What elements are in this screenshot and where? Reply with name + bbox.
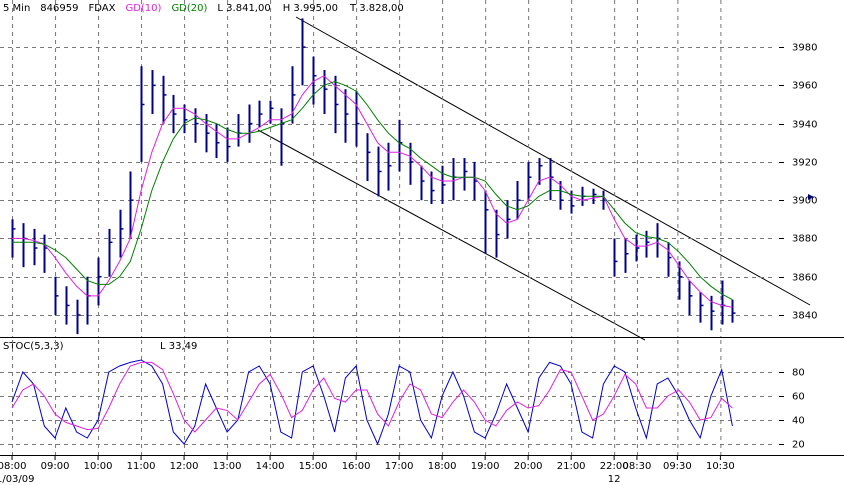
- x-tick-label: 09:30: [663, 461, 692, 472]
- date-label: 12: [608, 474, 621, 485]
- ohlc-bar: [463, 158, 468, 191]
- x-tick-label: 22:00: [600, 461, 629, 472]
- ohlc-bar: [559, 181, 564, 210]
- ohlc-bar: [688, 280, 693, 315]
- ohlc-bar: [291, 66, 296, 124]
- y-tick-label: 80: [792, 368, 805, 379]
- x-tick-label: 15:00: [299, 461, 328, 472]
- ohlc-bar: [312, 56, 317, 105]
- ohlc-bar: [54, 276, 59, 315]
- legend-entry: GD(10): [125, 3, 161, 14]
- moving-average-line: [12, 80, 733, 301]
- last-price-marker: [808, 194, 814, 200]
- y-tick-label: 3920: [792, 158, 817, 169]
- ohlc-bar: [183, 104, 188, 134]
- stochastic-line: [11, 361, 733, 433]
- x-tick-label: 08:00: [0, 461, 26, 472]
- ohlc-bar: [527, 161, 532, 201]
- x-tick-label: 11:00: [127, 461, 156, 472]
- ohlc-bar: [699, 292, 704, 323]
- ohlc-bar: [667, 242, 672, 277]
- ohlc-bar: [355, 91, 360, 147]
- y-tick-label: 40: [792, 416, 805, 427]
- trend-channel-upper: [295, 16, 811, 306]
- instrument-info: 846959: [40, 3, 78, 14]
- y-tick-label: 3960: [792, 81, 817, 92]
- x-tick-label: 17:00: [385, 461, 414, 472]
- instrument-info: FDAX: [88, 3, 115, 14]
- instrument-info: 5 Min: [3, 3, 30, 14]
- x-tick-label: 12:00: [170, 461, 199, 472]
- ohlc-bar: [441, 165, 446, 204]
- ohlc-bar: [635, 234, 640, 262]
- y-tick-label: 3880: [792, 234, 817, 245]
- ohlc-bar: [140, 66, 145, 162]
- y-tick-label: 3900: [792, 196, 817, 207]
- y-tick-label: 60: [792, 392, 805, 403]
- ohlc-bar: [301, 18, 306, 86]
- x-tick-label: 20:00: [514, 461, 543, 472]
- stoch-title: STOC(5,3,3): [3, 341, 64, 352]
- ohlc-bar: [108, 228, 113, 277]
- ohlc-bar: [678, 261, 683, 300]
- x-tick-label: 16:00: [342, 461, 371, 472]
- x-tick-label: 21:00: [557, 461, 586, 472]
- ohlc-bar: [151, 70, 156, 115]
- stochastic-line: [11, 359, 733, 446]
- moving-average-line: [12, 75, 733, 308]
- ohlc-bar: [97, 257, 102, 306]
- date-label: 11/03/09: [0, 474, 35, 485]
- y-tick-label: 3860: [792, 273, 817, 284]
- ohlc-bar: [258, 100, 263, 128]
- stoch-stat: L 33,49: [160, 341, 197, 352]
- ohlc-bar: [495, 209, 500, 258]
- ohlc-bar: [65, 286, 70, 325]
- ohlc-bar: [119, 209, 124, 258]
- y-tick-label: 3840: [792, 311, 817, 322]
- ohlc-bar: [731, 299, 736, 323]
- x-tick-label: 14:00: [256, 461, 285, 472]
- ohlc-bar: [409, 142, 414, 185]
- ohlc-bar: [323, 70, 328, 115]
- x-tick-label: 19:00: [471, 461, 500, 472]
- ohlc-bar: [613, 238, 618, 277]
- y-tick-label: 3980: [792, 43, 817, 54]
- legend-entry: GD(20): [171, 3, 207, 14]
- ohlc-bar: [366, 133, 371, 182]
- y-tick-label: 20: [792, 440, 805, 451]
- ohlc-bar: [33, 228, 38, 266]
- ohlc-bar: [484, 190, 489, 254]
- ohlc-bar: [162, 75, 167, 124]
- x-tick-label: 08:30: [623, 461, 652, 472]
- ohlc-bar: [344, 89, 349, 143]
- ohlc-bar: [226, 127, 231, 162]
- x-tick-label: 13:00: [213, 461, 242, 472]
- ohlc-bar: [248, 104, 253, 143]
- ohlc-bar: [377, 146, 382, 197]
- ohlc-bar: [420, 165, 425, 201]
- price-stat: L 3.841,00: [217, 3, 270, 14]
- x-tick-label: 18:00: [428, 461, 457, 472]
- x-tick-label: 10:30: [706, 461, 735, 472]
- ohlc-bar: [624, 238, 629, 273]
- y-tick-label: 3940: [792, 120, 817, 131]
- ohlc-bar: [76, 299, 81, 335]
- ohlc-bar: [129, 171, 134, 239]
- ohlc-bar: [172, 94, 177, 134]
- ohlc-bar: [215, 123, 220, 159]
- x-tick-label: 09:00: [41, 461, 70, 472]
- ohlc-bar: [387, 142, 392, 191]
- ohlc-bar: [516, 181, 521, 220]
- ohlc-bar: [645, 230, 650, 258]
- price-stat: T 3.828,00: [349, 3, 404, 14]
- ohlc-bar: [549, 158, 554, 201]
- x-tick-label: 10:00: [84, 461, 113, 472]
- trend-channel-lower: [257, 129, 646, 341]
- price-stat: H 3.995,00: [283, 3, 338, 14]
- ohlc-bar: [334, 75, 339, 134]
